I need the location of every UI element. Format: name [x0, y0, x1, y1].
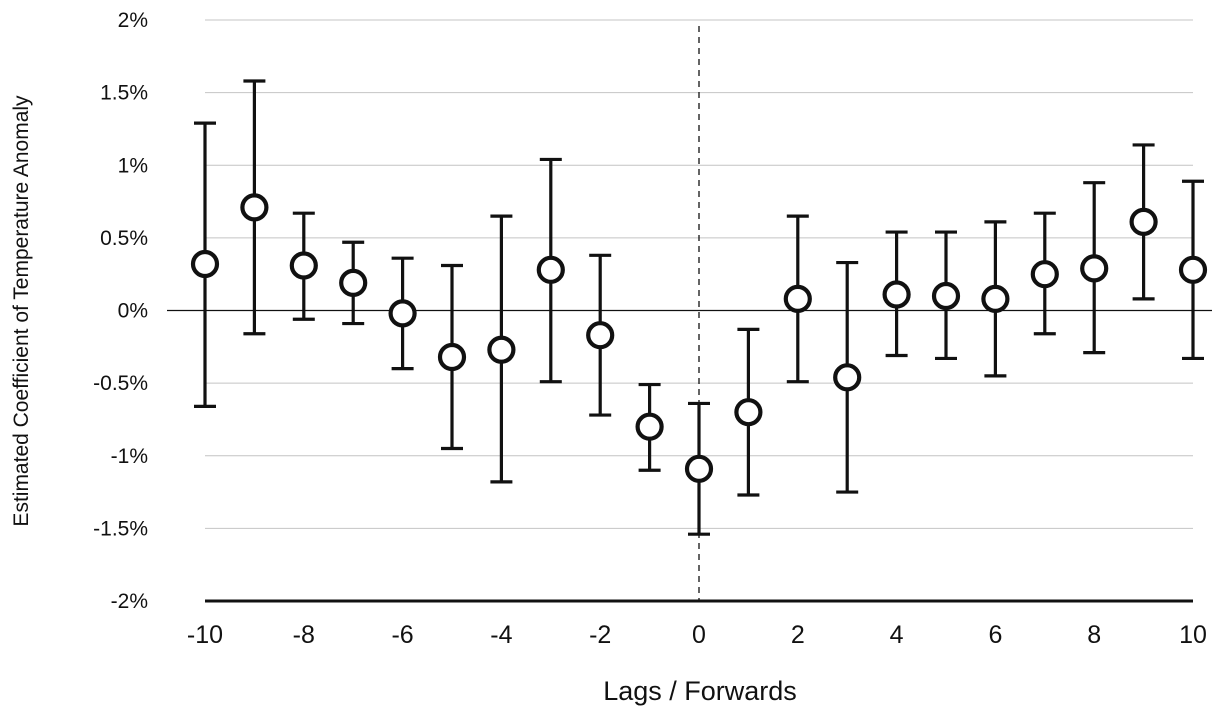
y-tick-label: 0.5% — [100, 227, 148, 250]
data-point — [487, 335, 516, 364]
y-tick-label: -0.5% — [93, 372, 148, 395]
data-point — [833, 363, 862, 392]
y-tick-label: 2% — [118, 9, 148, 32]
y-tick-label: 1% — [118, 154, 148, 177]
x-tick-label: -4 — [490, 621, 512, 649]
y-tick-label: 0% — [118, 300, 148, 323]
data-point — [931, 281, 961, 311]
x-tick-labels: -10 -8 -6 -4 -2 0 2 4 6 8 10 — [187, 621, 1207, 649]
data-point — [1080, 254, 1109, 283]
data-point — [684, 454, 714, 483]
data-point — [536, 255, 565, 284]
x-tick-label: -2 — [589, 621, 611, 649]
data-points — [190, 193, 1208, 483]
data-point — [586, 321, 615, 350]
x-tick-label: -10 — [187, 621, 223, 649]
x-tick-label: 2 — [791, 621, 805, 649]
x-axis-title: Lags / Forwards — [603, 676, 797, 706]
data-point — [388, 299, 417, 328]
x-tick-label: 8 — [1087, 621, 1101, 649]
data-point — [289, 251, 318, 280]
data-point — [1129, 207, 1158, 236]
x-tick-label: -6 — [391, 621, 413, 649]
data-point — [190, 249, 220, 279]
data-point — [734, 398, 763, 427]
x-tick-label: 0 — [692, 621, 706, 649]
data-point — [783, 284, 812, 313]
data-point — [1030, 260, 1059, 289]
data-point — [635, 412, 664, 441]
y-tick-label: -2% — [111, 590, 148, 613]
data-point — [882, 280, 911, 309]
y-tick-labels: -2% -1.5% -1% -0.5% 0% 0.5% 1% 1.5% 2% — [93, 9, 148, 613]
x-tick-label: 4 — [890, 621, 904, 649]
y-tick-label: -1% — [111, 445, 148, 468]
y-axis-title: Estimated Coefficient of Temperature Ano… — [10, 95, 33, 527]
y-tick-label: -1.5% — [93, 517, 148, 540]
data-point — [1178, 255, 1208, 284]
x-tick-label: -8 — [293, 621, 315, 649]
x-tick-label: 6 — [988, 621, 1002, 649]
data-point — [240, 193, 269, 222]
x-tick-label: 10 — [1179, 621, 1207, 649]
data-point — [981, 284, 1010, 313]
data-point — [339, 268, 368, 298]
data-point — [437, 342, 467, 372]
y-tick-label: 1.5% — [100, 82, 148, 105]
